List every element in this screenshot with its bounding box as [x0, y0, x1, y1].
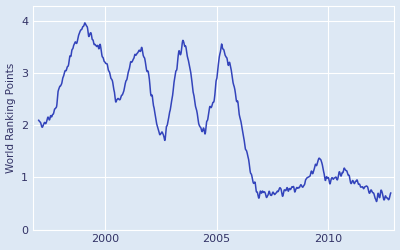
Y-axis label: World Ranking Points: World Ranking Points	[6, 62, 16, 173]
